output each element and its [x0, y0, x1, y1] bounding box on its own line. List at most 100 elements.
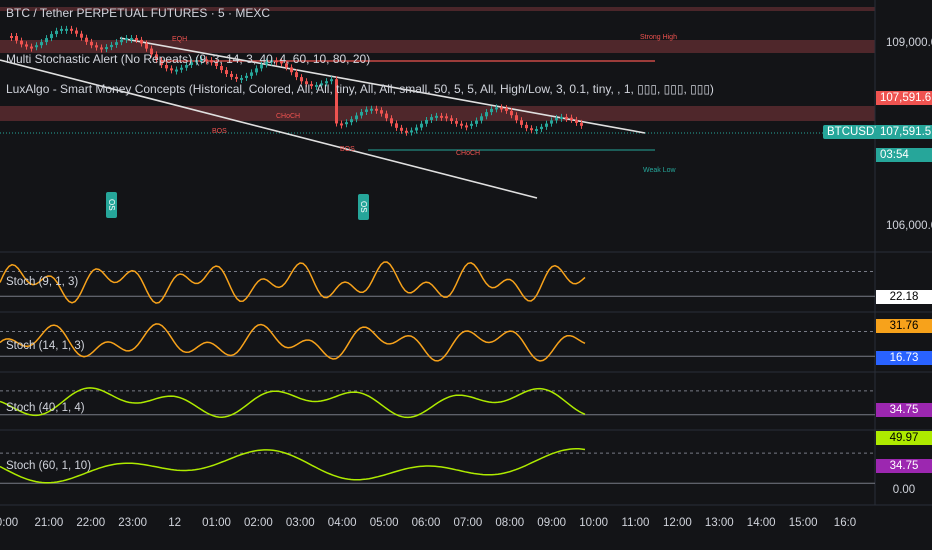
candle	[300, 77, 303, 82]
indicator-legend-multi-stochastic[interactable]: Multi Stochastic Alert (No Repeats) (9, …	[6, 52, 371, 66]
candle	[40, 42, 43, 46]
candle	[225, 70, 228, 74]
candle	[385, 113, 388, 119]
chart-title: BTC / Tether PERPETUAL FUTURES · 5 · MEX…	[6, 6, 271, 20]
strong-high-label: Strong High	[640, 34, 677, 41]
stoch-pane-label[interactable]: Stoch (9, 1, 3)	[6, 276, 79, 288]
candle	[315, 84, 318, 87]
time-axis-label: 03:00	[285, 517, 315, 529]
candle	[360, 111, 363, 116]
candle	[70, 28, 73, 31]
candle	[580, 122, 583, 126]
candle	[520, 120, 523, 125]
candle	[235, 76, 238, 79]
candle	[20, 40, 23, 45]
candle	[565, 116, 568, 119]
candle	[505, 108, 508, 111]
candle	[175, 69, 178, 72]
candle	[535, 129, 538, 132]
indicator-legend-smc[interactable]: LuxAlgo - Smart Money Concepts (Historic…	[6, 82, 714, 96]
candle	[90, 41, 93, 46]
candle	[325, 81, 328, 84]
time-axis-label: 11:00	[621, 517, 650, 529]
candle	[440, 115, 443, 118]
candle	[365, 109, 368, 112]
time-axis-label: 23:00	[118, 517, 148, 529]
bos-label: BOS	[212, 128, 227, 135]
candle	[130, 38, 133, 41]
candle	[500, 107, 503, 110]
high-price-badge: 107,591.6	[876, 91, 932, 105]
candle	[185, 65, 188, 68]
candle	[395, 123, 398, 128]
candle	[210, 60, 213, 63]
candle	[125, 38, 128, 41]
time-axis-label: 15:00	[788, 517, 818, 529]
choch-label: CHoCH	[276, 113, 301, 120]
stoch-line	[0, 387, 586, 419]
supply-zone	[0, 40, 875, 53]
candle	[495, 107, 498, 110]
candle	[390, 118, 393, 124]
candle	[420, 123, 423, 128]
eqh-label: EQH	[172, 36, 188, 43]
candle	[95, 45, 98, 48]
last-price-badge: 107,591.5	[876, 125, 932, 139]
candle	[525, 124, 528, 129]
candle	[545, 123, 548, 127]
candle	[255, 68, 258, 73]
time-axis-label: 12:00	[663, 517, 692, 529]
time-axis-label: 09:00	[537, 517, 567, 529]
candle	[550, 120, 553, 124]
time-axis-label: 21:00	[34, 517, 64, 529]
candle	[380, 110, 383, 114]
candle	[310, 84, 313, 87]
candle	[205, 59, 208, 62]
candle	[135, 38, 138, 41]
time-axis-label: 12	[168, 517, 181, 529]
candle	[295, 72, 298, 78]
bos-label: BOS	[340, 146, 355, 153]
time-axis-label: 16:0	[833, 517, 857, 529]
candle	[370, 108, 373, 111]
candle	[275, 60, 278, 63]
stoch-pane-label[interactable]: Stoch (40, 1, 4)	[6, 402, 85, 414]
trendline-upper	[119, 37, 646, 134]
time-axis-label: 04:00	[327, 517, 357, 529]
candle	[55, 30, 58, 35]
candle	[475, 120, 478, 124]
time-axis-label: 01:00	[202, 517, 231, 529]
candle	[30, 46, 33, 49]
candle	[170, 68, 173, 71]
candle	[190, 62, 193, 66]
stoch-lines	[0, 261, 586, 484]
stoch-value-badge: 16.73	[876, 351, 932, 365]
weak-low-label: Weak Low	[643, 167, 676, 174]
candle	[45, 38, 48, 43]
candle	[430, 117, 433, 120]
time-axis-label: 0:00	[0, 517, 19, 529]
candle	[335, 79, 338, 124]
candle	[400, 127, 403, 131]
candle	[180, 67, 183, 70]
candle	[530, 128, 533, 131]
price-axis-label: 106,000.0	[886, 220, 932, 232]
candle	[415, 127, 418, 131]
time-axis-label: 10:00	[579, 517, 608, 529]
time-axis-label: 07:00	[453, 517, 483, 529]
trendline-lower	[0, 59, 538, 199]
bar-countdown: 03:54	[876, 148, 932, 162]
candle	[340, 123, 343, 126]
stoch-pane-label[interactable]: Stoch (14, 1, 3)	[6, 340, 85, 352]
candle	[105, 47, 108, 50]
stoch-line	[0, 261, 586, 304]
stoch-pane-label[interactable]: Stoch (60, 1, 10)	[6, 460, 92, 472]
candle	[270, 60, 273, 63]
stoch-value-badge: 0.00	[876, 483, 932, 497]
candle	[10, 36, 13, 38]
candle	[375, 108, 378, 111]
candle	[510, 110, 513, 116]
candle	[555, 117, 558, 121]
